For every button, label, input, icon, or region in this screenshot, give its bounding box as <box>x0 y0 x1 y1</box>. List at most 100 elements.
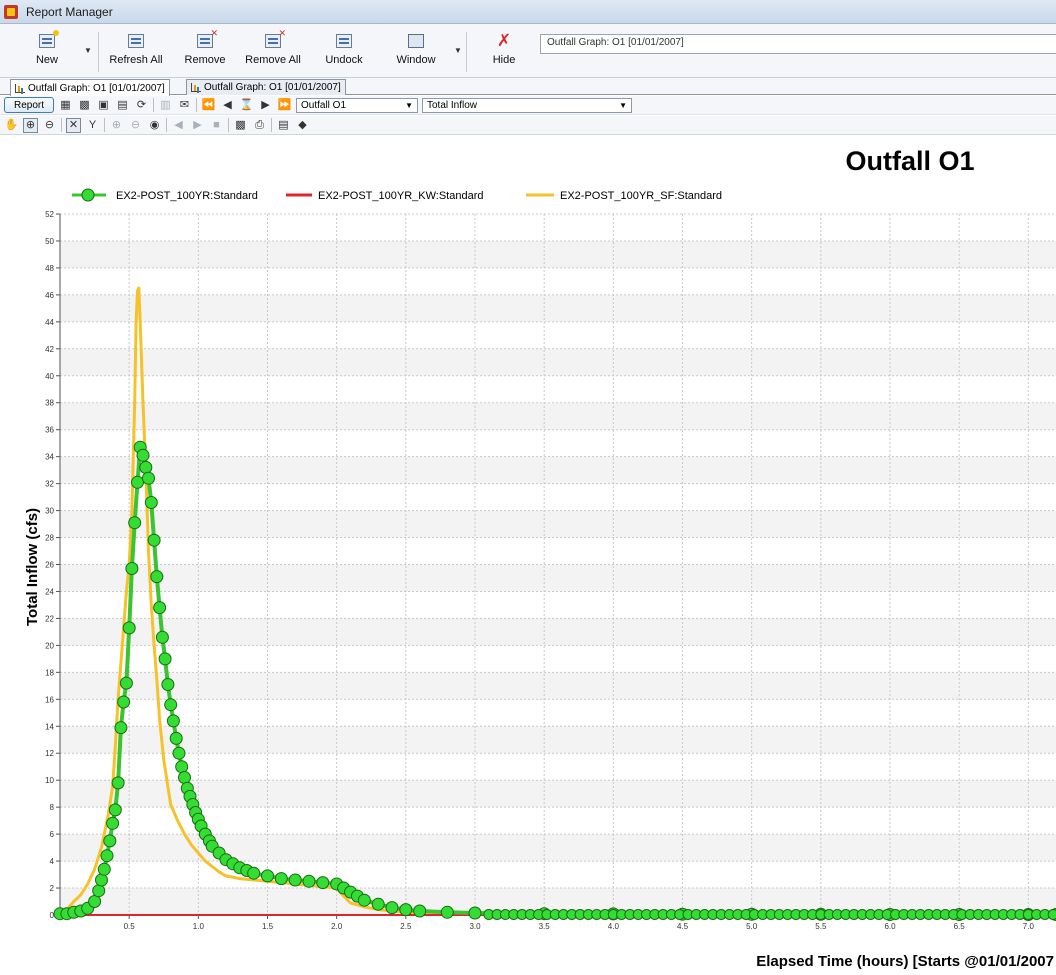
last-step-icon[interactable]: ⏩ <box>277 98 292 111</box>
window-title: Report Manager <box>26 4 113 19</box>
new-dropdown-arrow-icon[interactable]: ▼ <box>84 46 92 55</box>
data-point <box>114 721 128 735</box>
stop-icon[interactable]: ■ <box>213 118 220 131</box>
y-tick-label: 26 <box>45 561 54 570</box>
zoom-window-icon[interactable]: ⊕ <box>111 118 122 131</box>
legend-label: EX2-POST_100YR_KW:Standard <box>318 190 484 202</box>
plot-band <box>60 348 1056 376</box>
data-point <box>158 652 172 666</box>
data-point <box>468 906 482 920</box>
window-button[interactable]: Window <box>390 28 442 74</box>
variable-select[interactable]: Total Inflow ▼ <box>422 97 632 113</box>
y-tick-label: 8 <box>50 803 55 812</box>
zoom-previous-icon[interactable]: ⊖ <box>130 118 141 131</box>
hide-icon: ✗ <box>496 31 512 50</box>
chart-options-icon[interactable]: ▥ <box>160 98 171 111</box>
axis-y-icon[interactable]: Υ <box>88 118 97 131</box>
print-icon[interactable]: ⎙ <box>255 118 264 131</box>
y-tick-label: 44 <box>45 318 54 327</box>
remove-all-button[interactable]: ✕ Remove All <box>245 28 301 67</box>
save-icon[interactable]: ▣ <box>98 98 109 111</box>
y-tick-label: 32 <box>45 480 54 489</box>
toolbar-separator <box>196 98 197 112</box>
window-dropdown-arrow-icon[interactable]: ▼ <box>454 46 462 55</box>
data-point <box>139 460 153 474</box>
y-tick-label: 46 <box>45 291 54 300</box>
report-button[interactable]: Report <box>4 97 54 113</box>
copy-graph-icon[interactable]: ▩ <box>79 98 90 111</box>
play-back-icon[interactable]: ◀ <box>174 118 183 131</box>
axis-x-icon[interactable]: ✕ <box>66 117 81 133</box>
first-step-icon[interactable]: ⏪ <box>201 98 216 111</box>
copy-icon[interactable]: ▩ <box>235 118 246 131</box>
y-tick-label: 18 <box>45 668 54 677</box>
x-tick-label: 1.0 <box>193 922 205 931</box>
series-sf-line <box>59 286 1056 917</box>
zoom-toolbar: ✋ ⊕ ⊖ ✕ Υ ⊕ ⊖ ◉ ◀ ▶ ■ ▩ ⎙ ▤ ◆ <box>0 116 1056 135</box>
y-tick-label: 36 <box>45 426 54 435</box>
refresh-all-button[interactable]: Refresh All <box>106 28 166 74</box>
element-select[interactable]: Outfall O1 ▼ <box>296 97 418 113</box>
pan-hand-icon[interactable]: ✋ <box>4 118 19 131</box>
legend-label: EX2-POST_100YR_SF:Standard <box>560 190 722 202</box>
toolbar-separator <box>166 118 167 132</box>
export-icon[interactable]: ▤ <box>278 118 289 131</box>
x-tick-label: 3.0 <box>469 922 481 931</box>
plot-band <box>60 456 1056 484</box>
x-tick-label: 7.0 <box>1023 922 1035 931</box>
refresh-all-icon <box>128 34 144 48</box>
timer-icon[interactable]: ⌛ <box>239 98 254 111</box>
plot-band <box>60 564 1056 592</box>
eraser-icon[interactable]: ◆ <box>298 118 307 131</box>
tab-outfall-graph-1[interactable]: Outfall Graph: O1 [01/01/2007] <box>10 79 170 96</box>
report-tabs: Outfall Graph: O1 [01/01/2007] Outfall G… <box>0 78 1056 96</box>
tab-outfall-graph-2[interactable]: Outfall Graph: O1 [01/01/2007] <box>186 79 346 95</box>
chart-icon <box>15 83 25 93</box>
refresh-icon[interactable]: ⟳ <box>136 98 147 111</box>
data-point <box>128 516 142 530</box>
previous-step-icon[interactable]: ◀ <box>223 98 232 111</box>
plot-band <box>60 510 1056 538</box>
graph-properties-icon[interactable]: ▦ <box>60 98 71 111</box>
zoom-in-icon[interactable]: ⊕ <box>23 117 38 133</box>
data-point <box>166 714 180 728</box>
ribbon-toolbar: New ▼ Refresh All ✕ Remove ✕ Remove All … <box>0 24 1056 78</box>
y-tick-label: 2 <box>50 884 55 893</box>
email-icon[interactable]: ✉ <box>179 98 190 111</box>
new-button[interactable]: New <box>24 28 70 74</box>
next-step-icon[interactable]: ▶ <box>261 98 270 111</box>
remove-report-icon: ✕ <box>197 29 218 48</box>
x-tick-label: 5.5 <box>815 922 827 931</box>
remove-all-icon: ✕ <box>265 29 286 48</box>
undock-button[interactable]: Undock <box>318 28 370 74</box>
x-tick-label: 6.0 <box>884 922 896 931</box>
plot-band <box>60 402 1056 430</box>
y-tick-label: 20 <box>45 641 54 650</box>
data-point <box>153 601 167 615</box>
data-point <box>119 676 133 690</box>
report-selector[interactable]: Outfall Graph: O1 [01/01/2007] <box>540 34 1056 54</box>
data-point <box>161 678 175 691</box>
hide-button[interactable]: ✗ Hide <box>492 31 516 66</box>
data-point <box>142 471 155 485</box>
legend-item-kw: EX2-POST_100YR_KW:Standard <box>286 190 484 202</box>
data-point <box>144 496 158 509</box>
zoom-out-icon[interactable]: ⊖ <box>44 118 55 131</box>
data-point <box>111 776 125 790</box>
data-point <box>95 873 108 887</box>
data-point <box>288 873 302 887</box>
globe-icon[interactable]: ◉ <box>149 118 160 131</box>
save-all-icon[interactable]: ▤ <box>117 98 128 111</box>
x-tick-label: 4.5 <box>677 922 689 931</box>
data-point <box>117 695 131 709</box>
x-tick-label: 1.5 <box>262 922 274 931</box>
window-icon <box>408 34 424 48</box>
inflow-chart[interactable]: Outfall O1 EX2-POST_100YR:Standard EX2-P… <box>0 136 1056 975</box>
remove-button[interactable]: ✕ Remove <box>184 28 226 67</box>
y-tick-label: 28 <box>45 534 54 543</box>
data-point <box>178 771 191 784</box>
chart-title: Outfall O1 <box>845 146 974 176</box>
play-icon[interactable]: ▶ <box>193 118 202 131</box>
title-bar: Report Manager <box>0 0 1056 24</box>
y-tick-label: 48 <box>45 264 54 273</box>
